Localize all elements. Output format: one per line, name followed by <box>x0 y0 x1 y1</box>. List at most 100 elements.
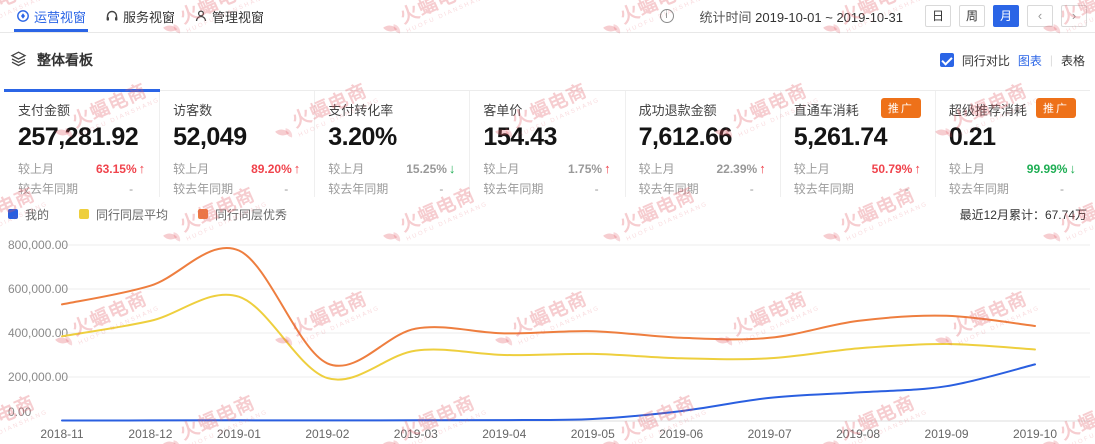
yoy-row: 较去年同期 - <box>949 180 1090 197</box>
card-value: 5,261.74 <box>793 123 888 151</box>
chart-legend: 我的 同行同层平均 同行同层优秀 最近12月累计：67.74万 <box>8 205 1087 223</box>
legend-item-peer-excellent[interactable]: 同行同层优秀 <box>198 206 287 223</box>
yoy-value: - <box>284 181 289 196</box>
mom-value: 89.20% <box>251 162 292 176</box>
card-title: 支付转化率 <box>328 103 394 118</box>
x-axis-tick: 2019-08 <box>836 427 880 441</box>
x-axis-tick: 2019-09 <box>925 427 969 441</box>
mom-label: 较上月 <box>793 162 830 176</box>
yoy-value: - <box>439 181 444 196</box>
tab-operations-view[interactable]: 运营视窗 <box>14 0 89 32</box>
x-axis-tick: 2019-01 <box>217 427 261 441</box>
card-payment-conversion-rate[interactable]: 支付转化率 3.20% 较上月 15.25% ↓ 较去年同期 - <box>315 91 471 197</box>
card-title: 直通车消耗 <box>793 103 859 118</box>
prev-period-button[interactable]: ‹ <box>1027 5 1053 27</box>
card-title: 支付金额 <box>18 103 71 118</box>
card-title: 访客数 <box>173 103 213 118</box>
mom-value: 15.25% <box>406 162 447 176</box>
legend-label: 同行同层平均 <box>96 207 169 222</box>
yoy-row: 较去年同期 - <box>483 180 624 197</box>
legend-swatch <box>79 209 90 219</box>
yoy-row: 较去年同期 - <box>18 180 159 197</box>
yoy-value: - <box>904 181 909 196</box>
mom-label: 较上月 <box>948 162 985 176</box>
view-table-link[interactable]: 表格 <box>1060 53 1085 68</box>
mom-label: 较上月 <box>638 162 675 176</box>
yoy-label: 较去年同期 <box>793 182 854 196</box>
trend-up-icon: ↑ <box>604 161 611 176</box>
mom-label: 较上月 <box>328 162 365 176</box>
section-title-wrap: 整体看板 <box>0 50 93 70</box>
card-value: 7,612.66 <box>638 123 733 151</box>
mom-row: 较上月 1.75% ↑ <box>483 160 624 177</box>
period-week-button[interactable]: 周 <box>958 5 985 27</box>
user-icon <box>194 9 208 23</box>
y-axis-tick: 800,000.00 <box>8 238 68 252</box>
yoy-row: 较去年同期 - <box>173 180 314 197</box>
trend-up-icon: ↑ <box>759 161 766 176</box>
mom-label: 较上月 <box>173 162 210 176</box>
period-month-button[interactable]: 月 <box>992 5 1019 27</box>
promotion-badge: 推广 <box>880 98 921 118</box>
view-chart-link[interactable]: 图表 <box>1017 53 1042 68</box>
next-period-button[interactable]: › <box>1061 5 1087 27</box>
top-nav-bar: 运营视窗 服务视窗 管理视窗 i 统计时间 2019-10-01 ~ 2019-… <box>0 0 1095 33</box>
legend-swatch <box>198 209 209 219</box>
x-axis-tick: 2019-03 <box>394 427 438 441</box>
yoy-value: - <box>1059 181 1064 196</box>
x-axis-tick: 2019-06 <box>659 427 703 441</box>
tab-service-view[interactable]: 服务视窗 <box>103 0 177 32</box>
yoy-row: 较去年同期 - <box>639 180 780 197</box>
headset-icon <box>105 9 119 23</box>
card-customer-unit-price[interactable]: 客单价 154.43 较上月 1.75% ↑ 较去年同期 - <box>470 91 626 197</box>
x-axis-tick: 2018-11 <box>40 427 83 441</box>
y-axis-tick: 600,000.00 <box>8 282 68 296</box>
x-axis-tick: 2018-12 <box>128 427 172 441</box>
view-switch: 同行对比 图表 | 表格 <box>939 52 1095 69</box>
mom-label: 较上月 <box>483 162 520 176</box>
card-super-recommend-spend[interactable]: 推广 超级推荐消耗 0.21 较上月 99.99% ↓ 较去年同期 - <box>936 91 1090 197</box>
legend-swatch <box>8 209 18 219</box>
mom-value: 22.39% <box>716 162 758 176</box>
peer-compare-label[interactable]: 同行对比 <box>961 53 1010 68</box>
y-axis-tick: 400,000.00 <box>8 326 68 340</box>
monitor-icon <box>16 9 30 23</box>
card-refund-amount[interactable]: 成功退款金额 7,612.66 较上月 22.39% ↑ 较去年同期 - <box>626 91 781 197</box>
x-axis-tick: 2019-07 <box>748 427 792 441</box>
yoy-row: 较去年同期 - <box>794 180 935 197</box>
view-tabs: 运营视窗 服务视窗 管理视窗 <box>0 0 281 32</box>
tab-management-view[interactable]: 管理视窗 <box>192 0 266 32</box>
mom-row: 较上月 22.39% ↑ <box>639 160 780 177</box>
mom-row: 较上月 63.15% ↑ <box>18 160 159 177</box>
card-visitor-count[interactable]: 访客数 52,049 较上月 89.20% ↑ 较去年同期 - <box>160 91 316 197</box>
y-axis-tick: 0.00 <box>8 405 32 419</box>
peer-compare-checkbox[interactable] <box>939 53 954 67</box>
mom-value: 1.75% <box>568 162 603 176</box>
mom-row: 较上月 89.20% ↑ <box>173 160 314 177</box>
tab-label: 服务视窗 <box>123 9 176 25</box>
info-icon[interactable]: i <box>659 9 674 23</box>
legend-label: 同行同层优秀 <box>215 207 288 222</box>
yoy-row: 较去年同期 - <box>328 180 469 197</box>
trend-down-icon: ↓ <box>1069 161 1076 176</box>
legend-item-mine[interactable]: 我的 <box>8 206 49 223</box>
card-value: 0.21 <box>948 123 996 151</box>
mom-value: 63.15% <box>95 162 137 176</box>
page-title: 整体看板 <box>37 52 93 68</box>
date-range: 2019-10-01 ~ 2019-10-31 <box>755 9 903 25</box>
card-ztc-spend[interactable]: 推广 直通车消耗 5,261.74 较上月 50.79% ↑ 较去年同期 - <box>781 91 936 197</box>
card-value: 3.20% <box>328 123 397 151</box>
mom-row: 较上月 15.25% ↓ <box>328 160 469 177</box>
mom-row: 较上月 50.79% ↑ <box>794 160 935 177</box>
section-header: 整体看板 同行对比 图表 | 表格 <box>0 47 1095 73</box>
layers-icon <box>10 50 27 70</box>
yoy-label: 较去年同期 <box>948 182 1009 196</box>
line-series-1 <box>61 293 1036 381</box>
period-day-button[interactable]: 日 <box>924 5 951 27</box>
chart-canvas: 0.00 200,000.00 400,000.00 600,000.00 800,00… <box>8 238 1090 441</box>
yoy-value: - <box>129 181 134 196</box>
card-payment-amount[interactable]: 支付金额 257,281.92 较上月 63.15% ↑ 较去年同期 - <box>3 89 161 197</box>
mom-value: 99.99% <box>1026 162 1068 176</box>
legend-item-peer-average[interactable]: 同行同层平均 <box>79 206 168 223</box>
